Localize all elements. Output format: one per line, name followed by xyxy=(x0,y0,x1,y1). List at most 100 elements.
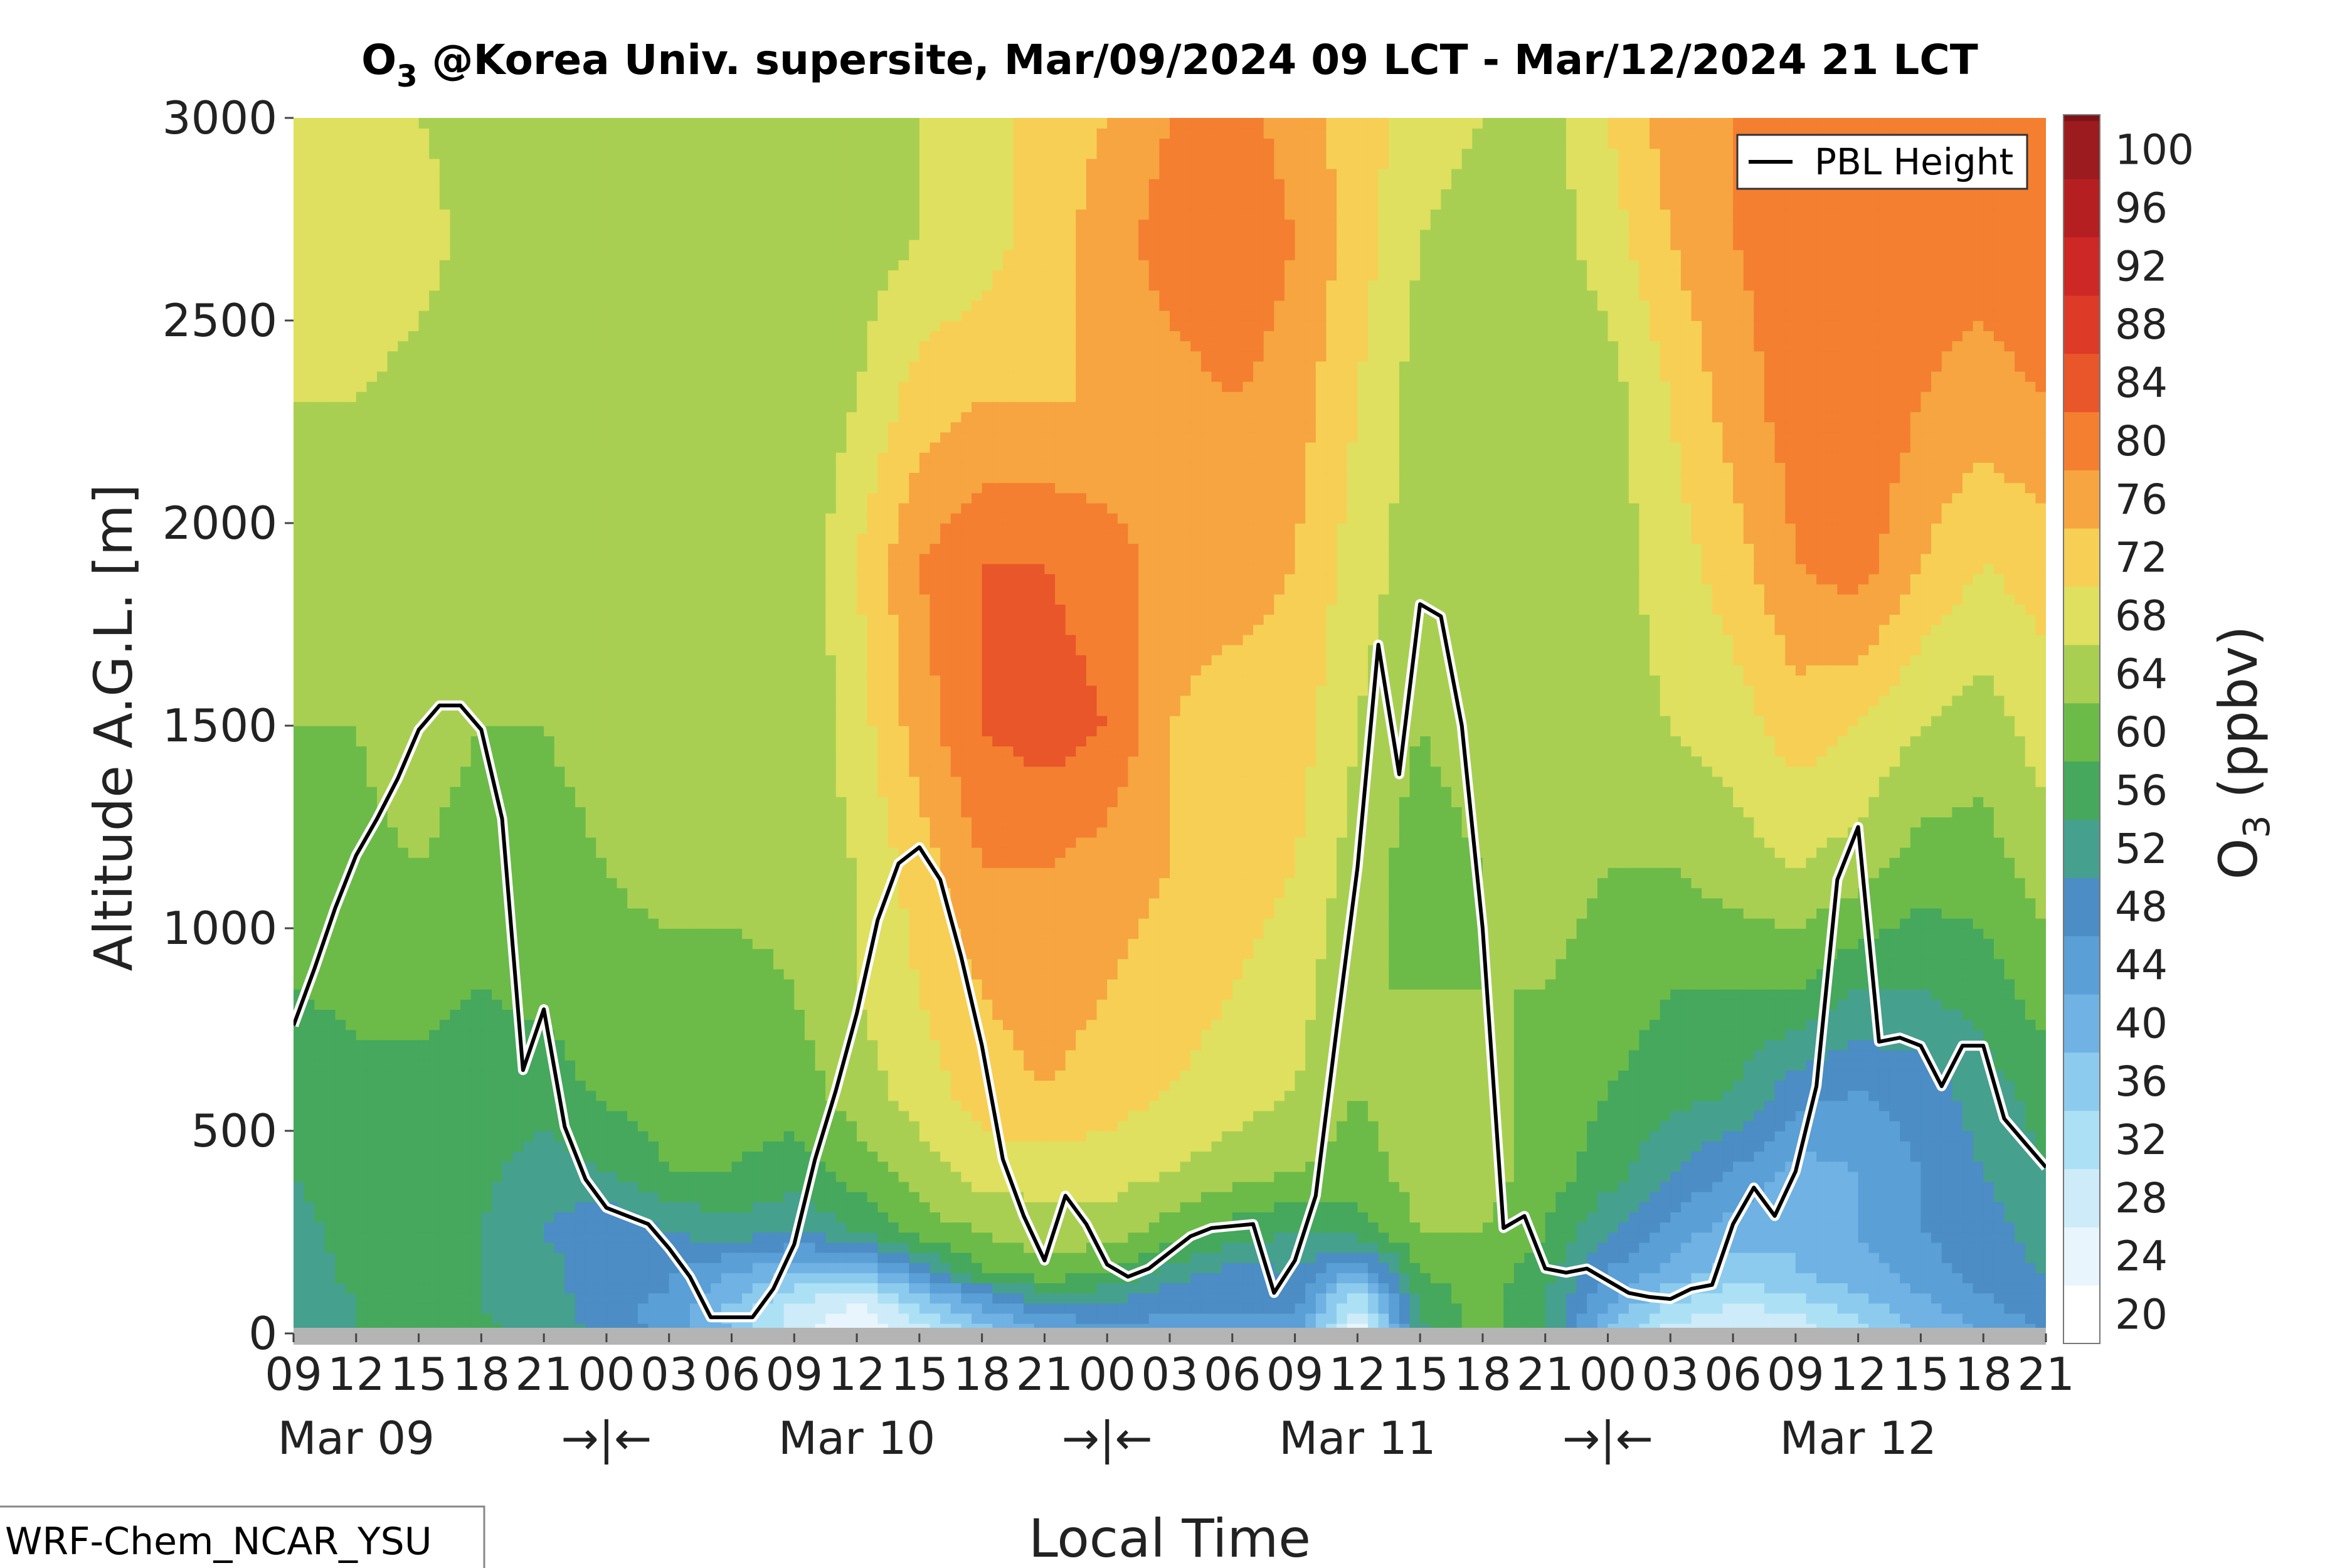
ozone-cell xyxy=(460,230,471,240)
ozone-cell xyxy=(294,928,304,939)
ozone-cell xyxy=(502,523,513,534)
ozone-cell xyxy=(314,827,325,838)
ozone-cell xyxy=(325,493,336,504)
ozone-cell xyxy=(512,564,523,575)
ozone-cell xyxy=(575,1283,586,1293)
ozone-cell xyxy=(304,482,315,493)
ozone-cell xyxy=(534,159,544,169)
ozone-cell xyxy=(346,513,356,524)
ozone-cell xyxy=(544,148,554,159)
ozone-cell xyxy=(492,979,502,990)
ozone-cell xyxy=(314,655,325,665)
ozone-cell xyxy=(575,482,586,493)
ozone-cell xyxy=(534,696,544,706)
ozone-cell xyxy=(398,827,408,838)
ozone-cell xyxy=(304,665,315,675)
ozone-cell xyxy=(429,1161,440,1172)
ozone-cell xyxy=(460,1263,471,1273)
ozone-cell xyxy=(314,432,325,443)
ozone-cell xyxy=(377,391,388,402)
ozone-cell xyxy=(564,1313,575,1324)
ozone-cell xyxy=(366,381,377,392)
ozone-cell xyxy=(356,482,367,493)
ozone-cell xyxy=(325,351,336,361)
ozone-cell xyxy=(388,665,398,675)
ozone-cell xyxy=(336,331,346,341)
ozone-cell xyxy=(564,584,575,595)
ozone-cell xyxy=(586,746,596,756)
ozone-cell xyxy=(460,331,471,341)
ozone-cell xyxy=(366,138,377,149)
ozone-cell xyxy=(471,989,482,1000)
ozone-cell xyxy=(366,685,377,696)
ozone-cell xyxy=(471,1192,482,1202)
ozone-cell xyxy=(554,594,565,605)
ozone-cell xyxy=(440,594,450,605)
ozone-cell xyxy=(304,189,315,199)
ozone-cell xyxy=(325,1111,336,1121)
ozone-cell xyxy=(502,564,513,575)
ozone-cell xyxy=(346,1030,356,1041)
ozone-cell xyxy=(564,1040,575,1051)
ozone-cell xyxy=(554,1232,565,1243)
ozone-cell xyxy=(346,1121,356,1131)
ozone-cell xyxy=(534,320,544,331)
ozone-cell xyxy=(554,938,565,949)
ozone-cell xyxy=(419,118,430,129)
ozone-cell xyxy=(388,756,398,766)
ozone-cell xyxy=(398,604,408,615)
ozone-cell xyxy=(356,1030,367,1041)
ozone-cell xyxy=(366,979,377,990)
ozone-cell xyxy=(294,1232,304,1243)
ozone-cell xyxy=(534,564,544,575)
ozone-cell xyxy=(460,776,471,787)
ozone-cell xyxy=(564,857,575,868)
ozone-cell xyxy=(377,776,388,787)
ozone-cell xyxy=(398,1141,408,1152)
ozone-cell xyxy=(544,341,554,351)
ozone-cell xyxy=(304,280,315,290)
ozone-cell xyxy=(336,452,346,463)
ozone-cell xyxy=(336,361,346,372)
ozone-cell xyxy=(450,1090,460,1101)
ozone-cell xyxy=(460,1009,471,1020)
ozone-cell xyxy=(314,807,325,817)
ozone-cell xyxy=(356,999,367,1010)
ozone-cell xyxy=(450,179,460,189)
ozone-cell xyxy=(346,1009,356,1020)
ozone-cell xyxy=(534,837,544,848)
ozone-cell xyxy=(388,1222,398,1232)
ozone-cell xyxy=(366,928,377,939)
ozone-cell xyxy=(471,797,482,807)
ozone-cell xyxy=(304,594,315,605)
ozone-cell xyxy=(481,209,492,220)
ozone-cell xyxy=(575,1232,586,1243)
ozone-cell xyxy=(429,989,440,1000)
ozone-cell xyxy=(408,1141,419,1152)
ozone-cell xyxy=(492,270,502,280)
ozone-cell xyxy=(440,807,450,817)
ozone-cell xyxy=(586,1232,596,1243)
ozone-cell xyxy=(450,594,460,605)
ozone-cell xyxy=(596,908,607,919)
ozone-cell xyxy=(575,1090,586,1101)
ozone-cell xyxy=(523,877,534,888)
ozone-cell xyxy=(450,564,460,575)
ozone-cell xyxy=(304,331,315,341)
ozone-cell xyxy=(325,361,336,372)
ozone-cell xyxy=(429,797,440,807)
ozone-cell xyxy=(534,817,544,827)
ozone-cell xyxy=(564,290,575,301)
ozone-cell xyxy=(356,1283,367,1293)
ozone-cell xyxy=(471,1303,482,1314)
ozone-cell xyxy=(440,401,450,412)
ozone-cell xyxy=(481,543,492,554)
ozone-cell xyxy=(388,513,398,524)
ozone-cell xyxy=(346,746,356,756)
ozone-cell xyxy=(575,391,586,402)
ozone-cell xyxy=(544,1313,554,1324)
ozone-cell xyxy=(544,1192,554,1202)
ozone-cell xyxy=(346,958,356,969)
ozone-cell xyxy=(512,1111,523,1121)
ozone-cell xyxy=(398,696,408,706)
